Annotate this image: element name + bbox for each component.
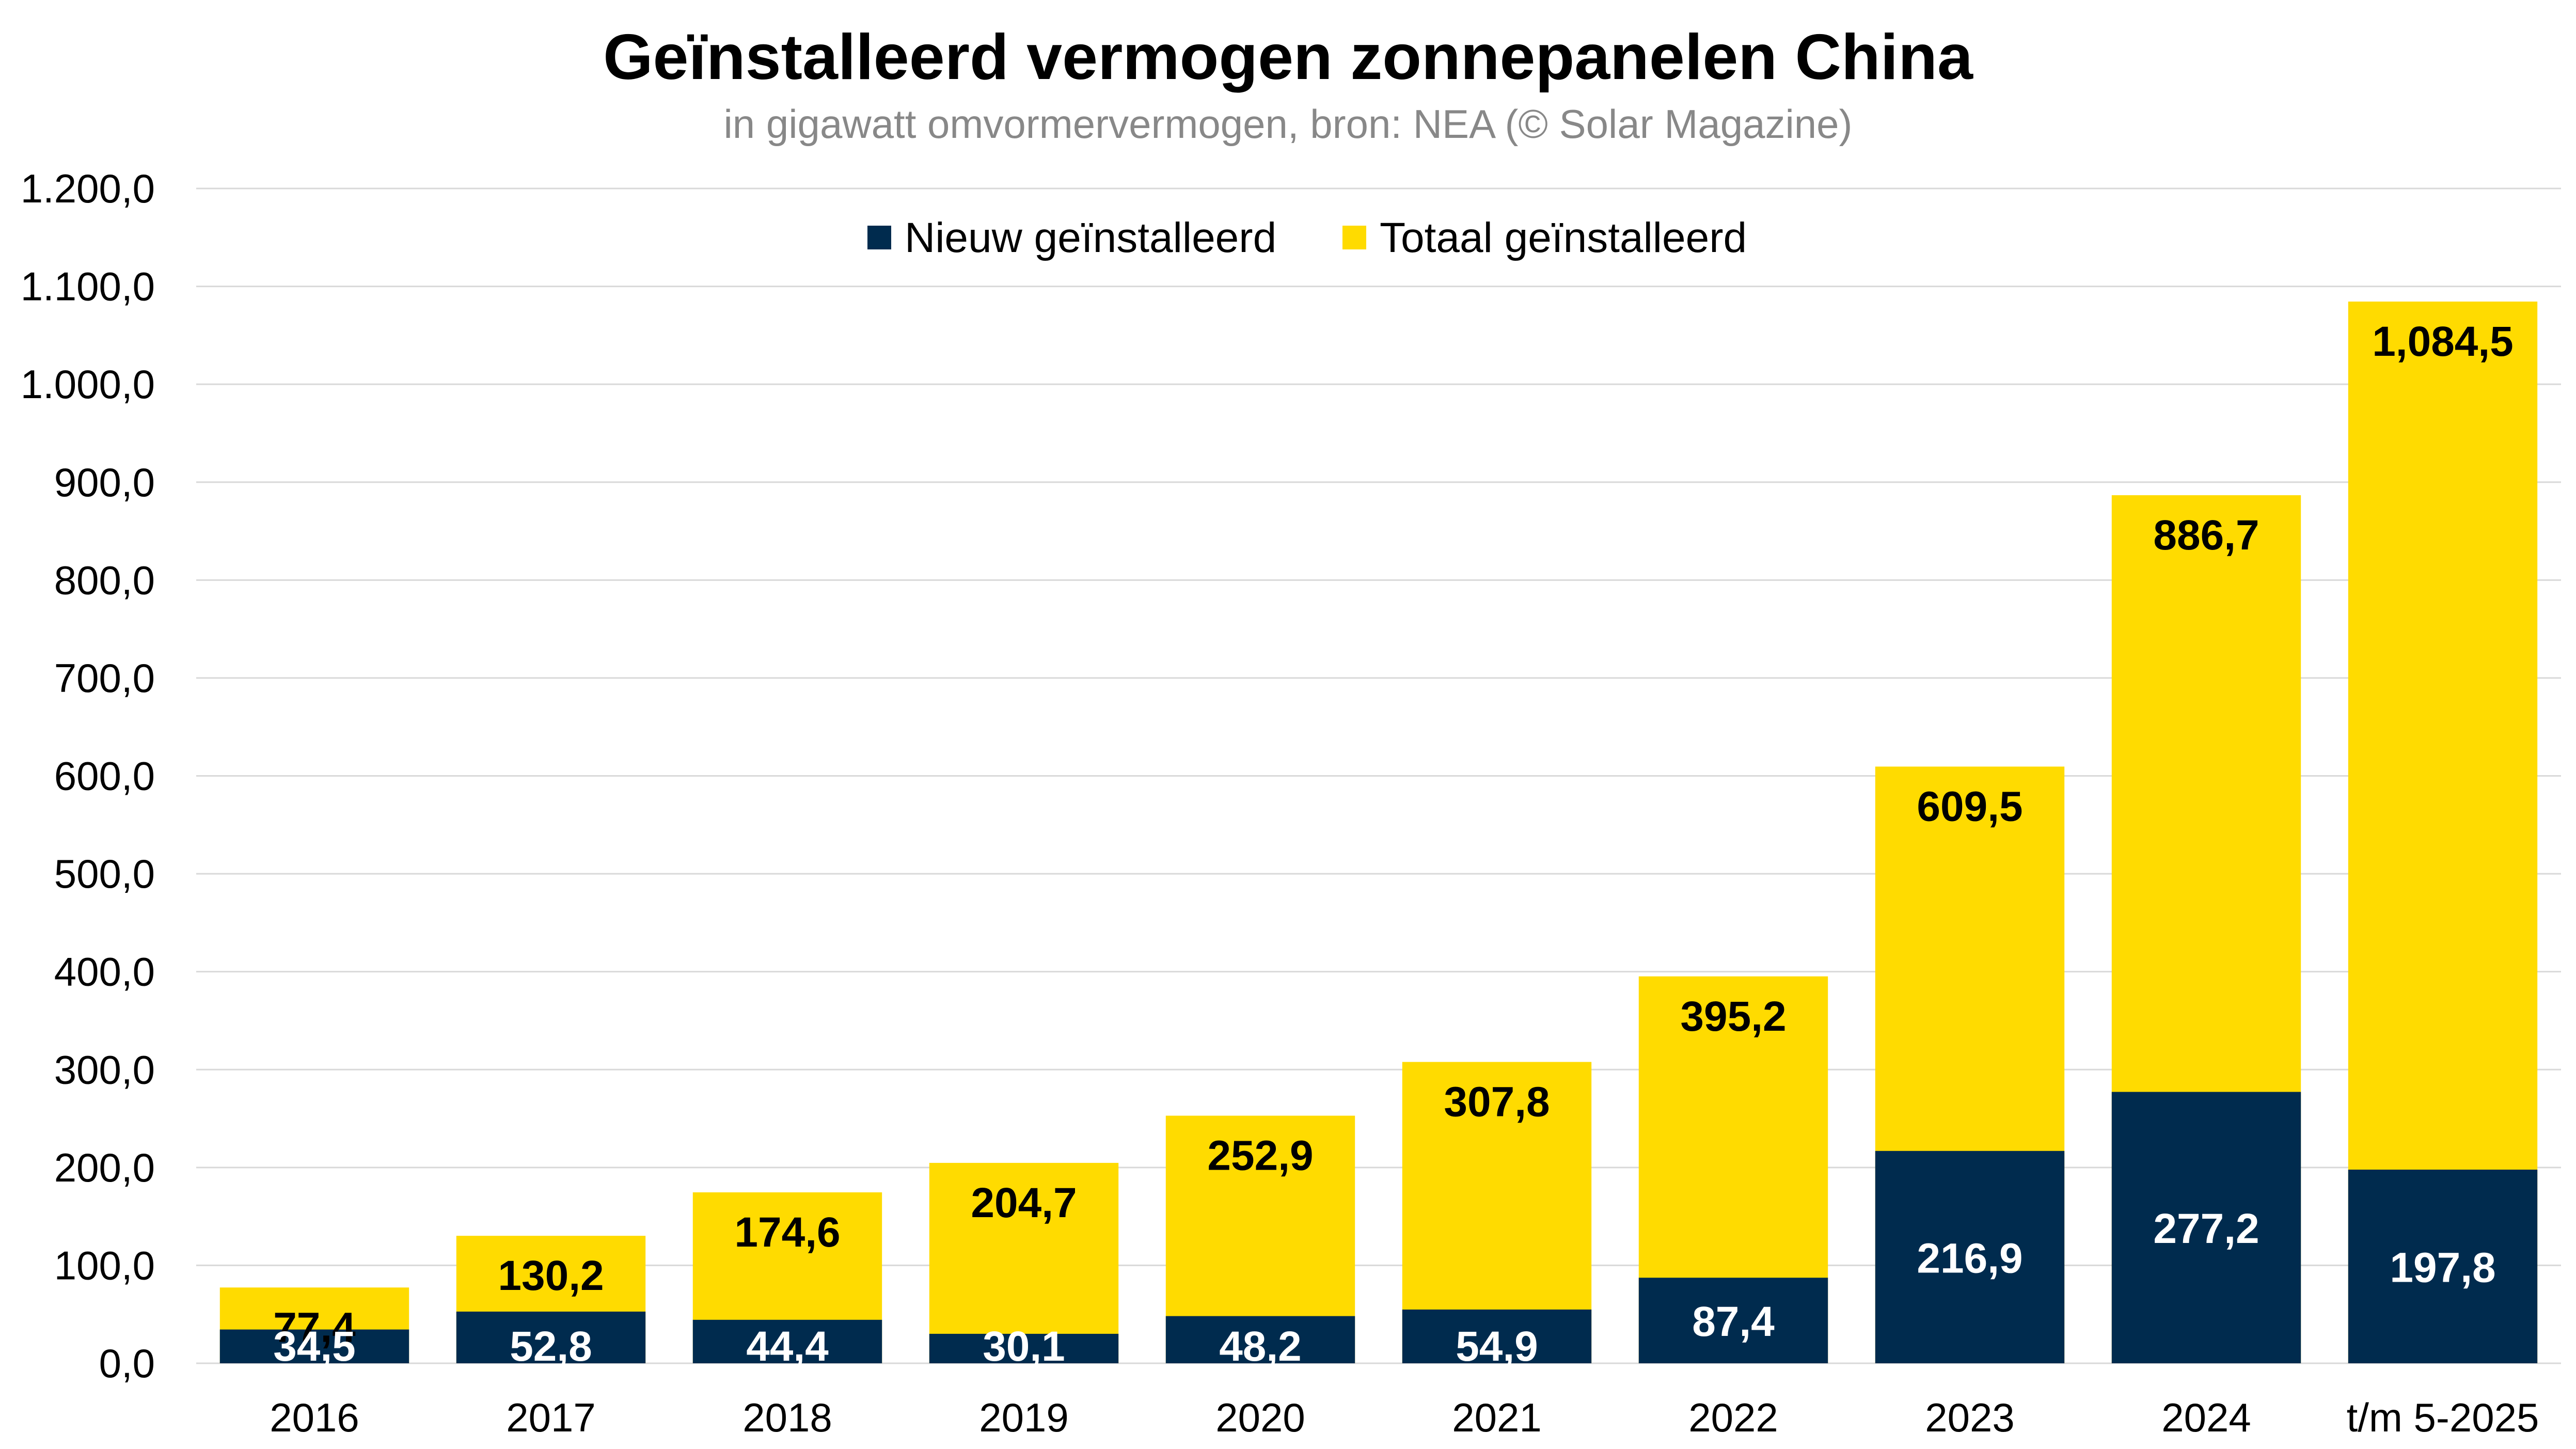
y-tick-label: 500,0 xyxy=(54,851,155,896)
y-tick-label: 0,0 xyxy=(99,1341,155,1386)
bar-nieuw xyxy=(929,1333,1119,1363)
data-label-totaal: 252,9 xyxy=(1207,1132,1313,1179)
y-tick-label: 1.200,0 xyxy=(21,166,155,211)
bar-totaal xyxy=(929,1162,1119,1363)
bar-nieuw xyxy=(1402,1309,1592,1363)
x-tick-label: 2017 xyxy=(506,1395,596,1440)
y-tick-label: 700,0 xyxy=(54,655,155,701)
data-label-nieuw: 197,8 xyxy=(2390,1245,2495,1292)
data-label-nieuw: 277,2 xyxy=(2153,1205,2259,1252)
bar-nieuw xyxy=(1875,1151,2065,1363)
chart-subtitle: in gigawatt omvormervermogen, bron: NEA … xyxy=(723,101,1853,147)
x-tick-label: 2019 xyxy=(979,1395,1069,1440)
x-tick-label: 2020 xyxy=(1215,1395,1305,1440)
x-tick-label: 2023 xyxy=(1925,1395,2015,1440)
y-axis: 0,0 100,0 200,0 300,0 400,0 500,0 600,0 700,0 80… xyxy=(21,166,155,1386)
data-label-nieuw: 44,4 xyxy=(746,1323,829,1370)
legend-label-totaal: Totaal geïnstalleerd xyxy=(1380,214,1747,261)
y-tick-label: 100,0 xyxy=(54,1242,155,1288)
bar-nieuw xyxy=(219,1329,409,1363)
x-tick-label: t/m 5-2025 xyxy=(2347,1395,2539,1440)
data-label-totaal: 130,2 xyxy=(498,1252,604,1299)
data-label-nieuw: 34,5 xyxy=(273,1323,356,1370)
data-label-totaal: 886,7 xyxy=(2153,512,2259,559)
y-tick-label: 400,0 xyxy=(54,949,155,995)
legend-label-nieuw: Nieuw geïnstalleerd xyxy=(905,214,1276,261)
y-tick-label: 1.100,0 xyxy=(21,264,155,309)
data-label-totaal: 395,2 xyxy=(1680,993,1786,1040)
data-label-totaal: 77,4 xyxy=(273,1304,356,1351)
bar-nieuw xyxy=(1638,1278,1828,1363)
x-tick-label: 2016 xyxy=(270,1395,359,1440)
y-tick-label: 600,0 xyxy=(54,753,155,799)
y-tick-label: 900,0 xyxy=(54,460,155,505)
x-tick-label: 2022 xyxy=(1688,1395,1778,1440)
data-label-totaal: 204,7 xyxy=(971,1179,1077,1226)
bar-nieuw xyxy=(456,1311,646,1363)
data-label-totaal: 307,8 xyxy=(1444,1078,1550,1125)
x-tick-label: 2024 xyxy=(2161,1395,2251,1440)
bar-nieuw xyxy=(2348,1170,2538,1363)
y-tick-label: 800,0 xyxy=(54,557,155,603)
legend: Nieuw geïnstalleerd Totaal geïnstalleerd xyxy=(867,214,1747,261)
bar-nieuw xyxy=(692,1319,882,1363)
y-tick-label: 300,0 xyxy=(54,1047,155,1092)
data-label-totaal: 609,5 xyxy=(1917,783,2022,830)
data-label-totaal: 174,6 xyxy=(734,1209,840,1256)
data-label-nieuw: 54,9 xyxy=(1456,1323,1538,1370)
x-tick-label: 2021 xyxy=(1452,1395,1542,1440)
bar-nieuw xyxy=(2111,1092,2301,1363)
bar-nieuw xyxy=(1165,1316,1355,1363)
data-label-nieuw: 87,4 xyxy=(1692,1298,1775,1345)
legend-swatch-nieuw xyxy=(867,226,891,249)
x-axis: 2016 2017 2018 2019 2020 2021 2022 2023 2024 t/m … xyxy=(270,1395,2539,1440)
data-label-nieuw: 52,8 xyxy=(510,1323,592,1370)
y-tick-label: 200,0 xyxy=(54,1145,155,1190)
data-label-nieuw: 48,2 xyxy=(1219,1323,1302,1370)
data-label-nieuw: 216,9 xyxy=(1917,1235,2022,1282)
x-tick-label: 2018 xyxy=(742,1395,832,1440)
bars: 77,434,5 130,2 52,8 174,6 44,4 204,7 30,1 252,9… xyxy=(219,301,2538,1370)
chart-title: Geïnstalleerd vermogen zonnepanelen Chin… xyxy=(603,22,1973,93)
legend-swatch-totaal xyxy=(1342,226,1366,249)
data-label-nieuw: 30,1 xyxy=(983,1323,1065,1370)
data-label-totaal: 1,084,5 xyxy=(2372,318,2514,365)
y-tick-label: 1.000,0 xyxy=(21,361,155,407)
